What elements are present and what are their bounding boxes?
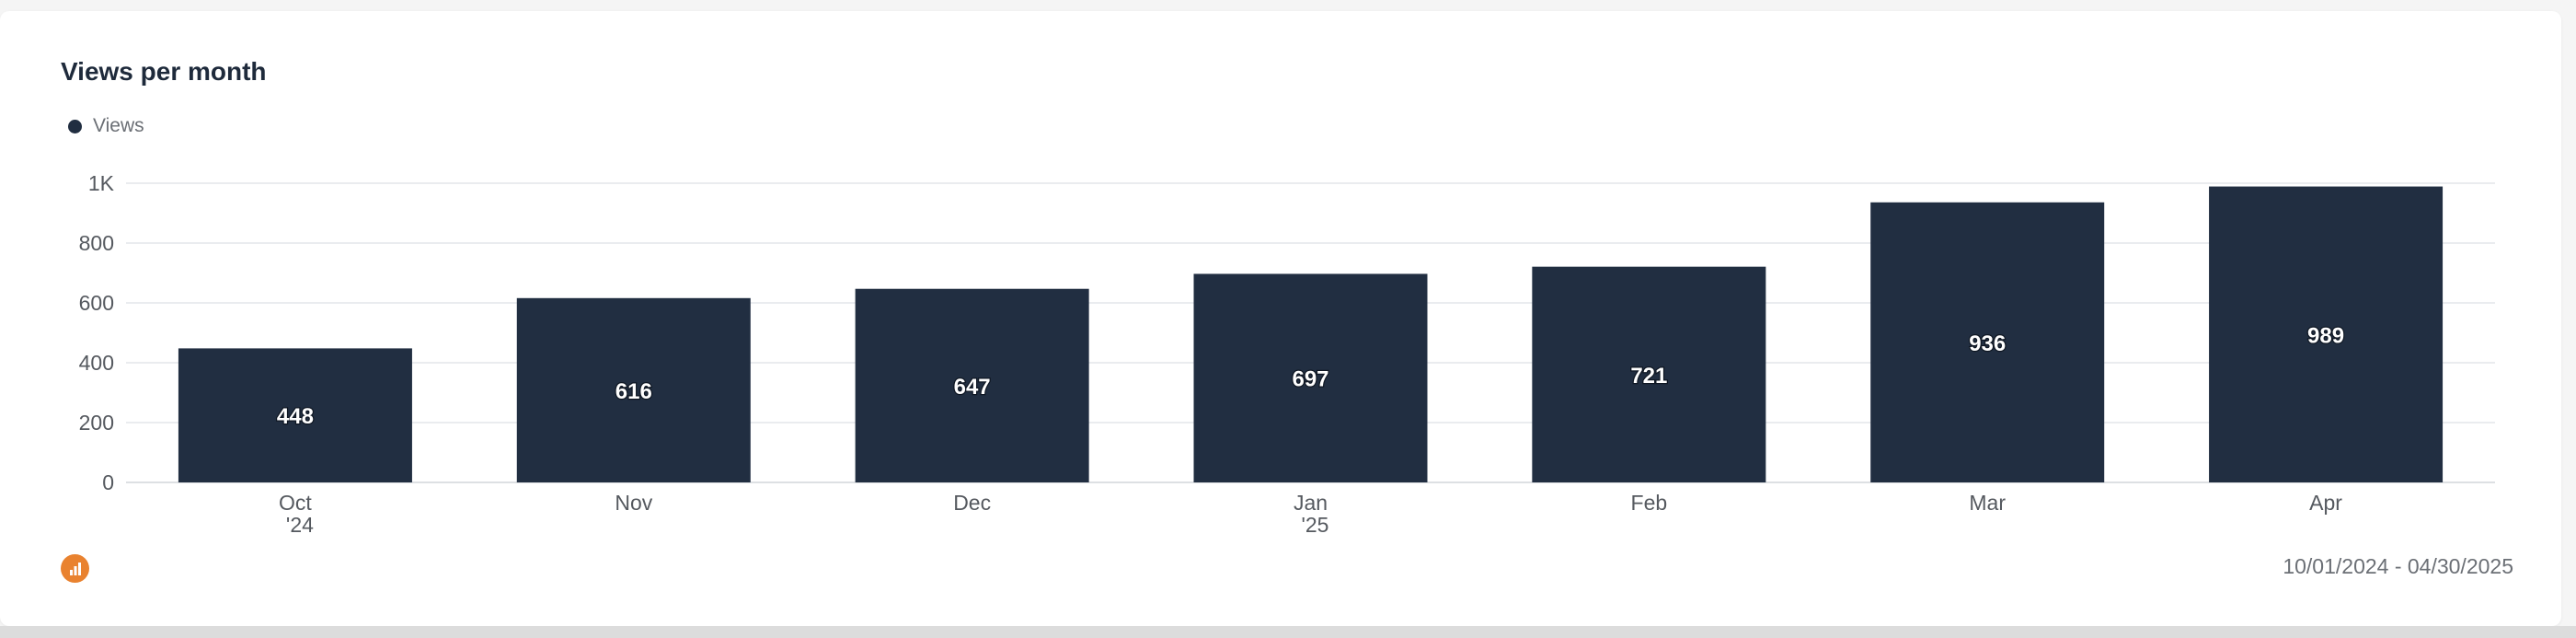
bar-value-label: 647: [954, 375, 991, 400]
x-tick-label: Feb: [1631, 491, 1668, 515]
bar[interactable]: [516, 297, 751, 482]
x-tick-label: Oct: [279, 491, 312, 515]
x-tick-year-label: '24: [286, 513, 314, 537]
chart-legend[interactable]: Views: [68, 115, 144, 137]
legend-label: Views: [93, 115, 144, 136]
bar-value-label: 989: [2307, 323, 2344, 348]
y-tick-label: 200: [79, 411, 114, 435]
y-tick-label: 400: [79, 351, 114, 375]
chart-title: Views per month: [61, 57, 267, 86]
x-tick-label: Jan: [1294, 491, 1328, 515]
bar[interactable]: [1870, 202, 2105, 483]
y-tick-label: 0: [102, 470, 114, 494]
x-tick-label: Apr: [2309, 491, 2342, 515]
bar-value-label: 936: [1969, 331, 2006, 356]
bar-value-label: 448: [277, 404, 314, 429]
x-tick-label: Nov: [615, 491, 652, 515]
y-tick-label: 1K: [88, 171, 115, 195]
y-tick-label: 600: [79, 291, 114, 315]
bar-value-label: 697: [1292, 367, 1328, 392]
bar[interactable]: [1193, 273, 1428, 482]
y-tick-label: 800: [79, 231, 114, 255]
bar-value-label: 721: [1630, 364, 1667, 389]
bar-chart-glyph: [70, 563, 81, 575]
x-tick-label: Dec: [953, 491, 991, 515]
legend-marker: [68, 119, 82, 133]
bottom-divider: [0, 626, 2576, 638]
bar[interactable]: [1532, 266, 1766, 482]
x-tick-year-label: '25: [1302, 513, 1329, 537]
bar[interactable]: [178, 348, 412, 482]
bar[interactable]: [2209, 186, 2444, 482]
bar[interactable]: [855, 288, 1089, 482]
x-tick-label: Mar: [1969, 491, 2006, 515]
date-range: 10/01/2024 - 04/30/2025: [2283, 554, 2513, 578]
bar-chart-icon[interactable]: [61, 554, 89, 583]
bar-value-label: 616: [615, 379, 652, 404]
